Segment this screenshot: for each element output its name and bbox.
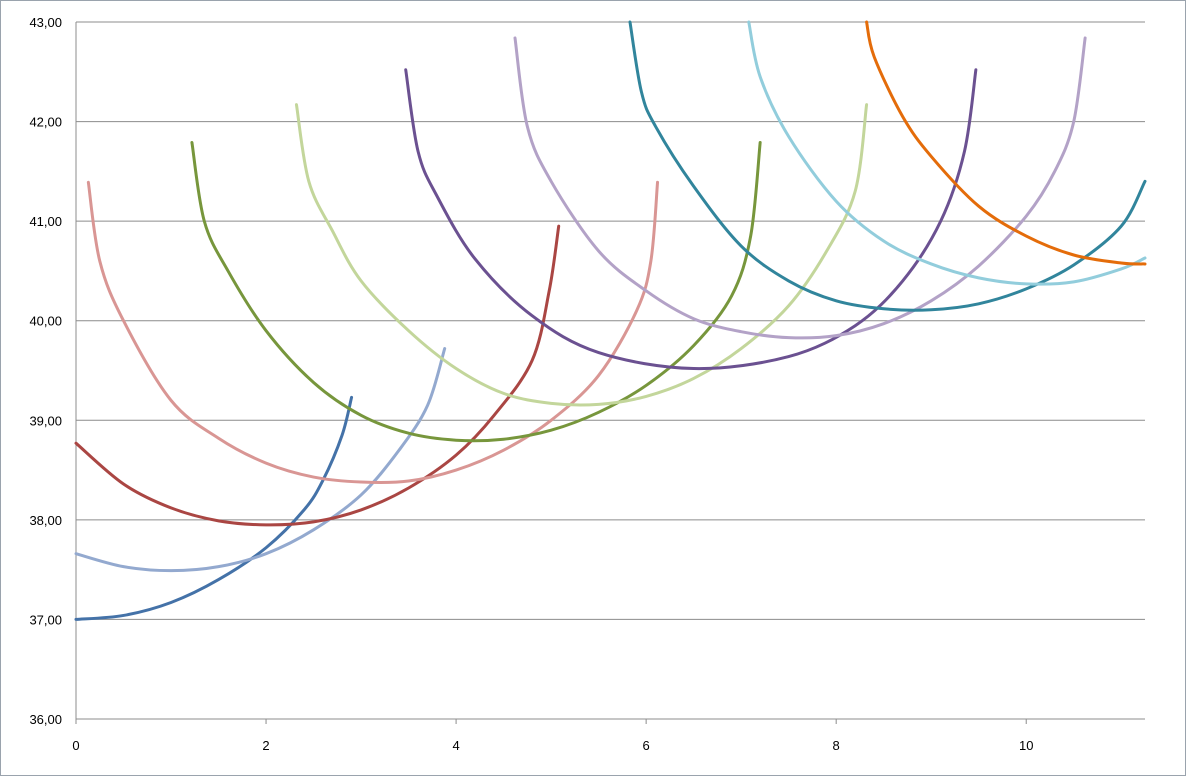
x-tick-label: 8 [833, 738, 840, 753]
series-line-8 [513, 36, 1087, 340]
series-line-11 [865, 20, 1147, 266]
series-line-10 [747, 20, 1147, 286]
series-group [74, 20, 1147, 621]
y-tick-label: 42,00 [29, 115, 62, 130]
x-tick-label: 2 [262, 738, 269, 753]
y-tick-label: 40,00 [29, 314, 62, 329]
y-tick-label: 38,00 [29, 513, 62, 528]
x-tick-label: 10 [1019, 738, 1033, 753]
series-line-7 [404, 68, 978, 371]
x-axis-tick-labels: 0 2 4 6 8 10 [72, 738, 1033, 753]
y-tick-label: 37,00 [29, 612, 62, 627]
axes [75, 22, 1145, 724]
series-line-5 [190, 140, 762, 443]
series-line-3 [74, 224, 561, 527]
series-line-1 [74, 395, 354, 621]
x-tick-label: 4 [452, 738, 459, 753]
y-axis-tick-labels: 36,00 37,00 38,00 39,00 40,00 41,00 42,00 43,00 [29, 15, 62, 727]
series-line-4 [86, 180, 660, 485]
series-line-2 [74, 347, 447, 573]
y-tick-label: 36,00 [29, 712, 62, 727]
horizontal-gridlines [76, 21, 1145, 720]
series-line-6 [294, 103, 869, 407]
y-tick-label: 39,00 [29, 413, 62, 428]
y-tick-label: 41,00 [29, 214, 62, 229]
y-tick-label: 43,00 [29, 15, 62, 30]
x-tick-label: 0 [72, 738, 79, 753]
series-line-9 [628, 20, 1147, 312]
x-tick-label: 6 [643, 738, 650, 753]
